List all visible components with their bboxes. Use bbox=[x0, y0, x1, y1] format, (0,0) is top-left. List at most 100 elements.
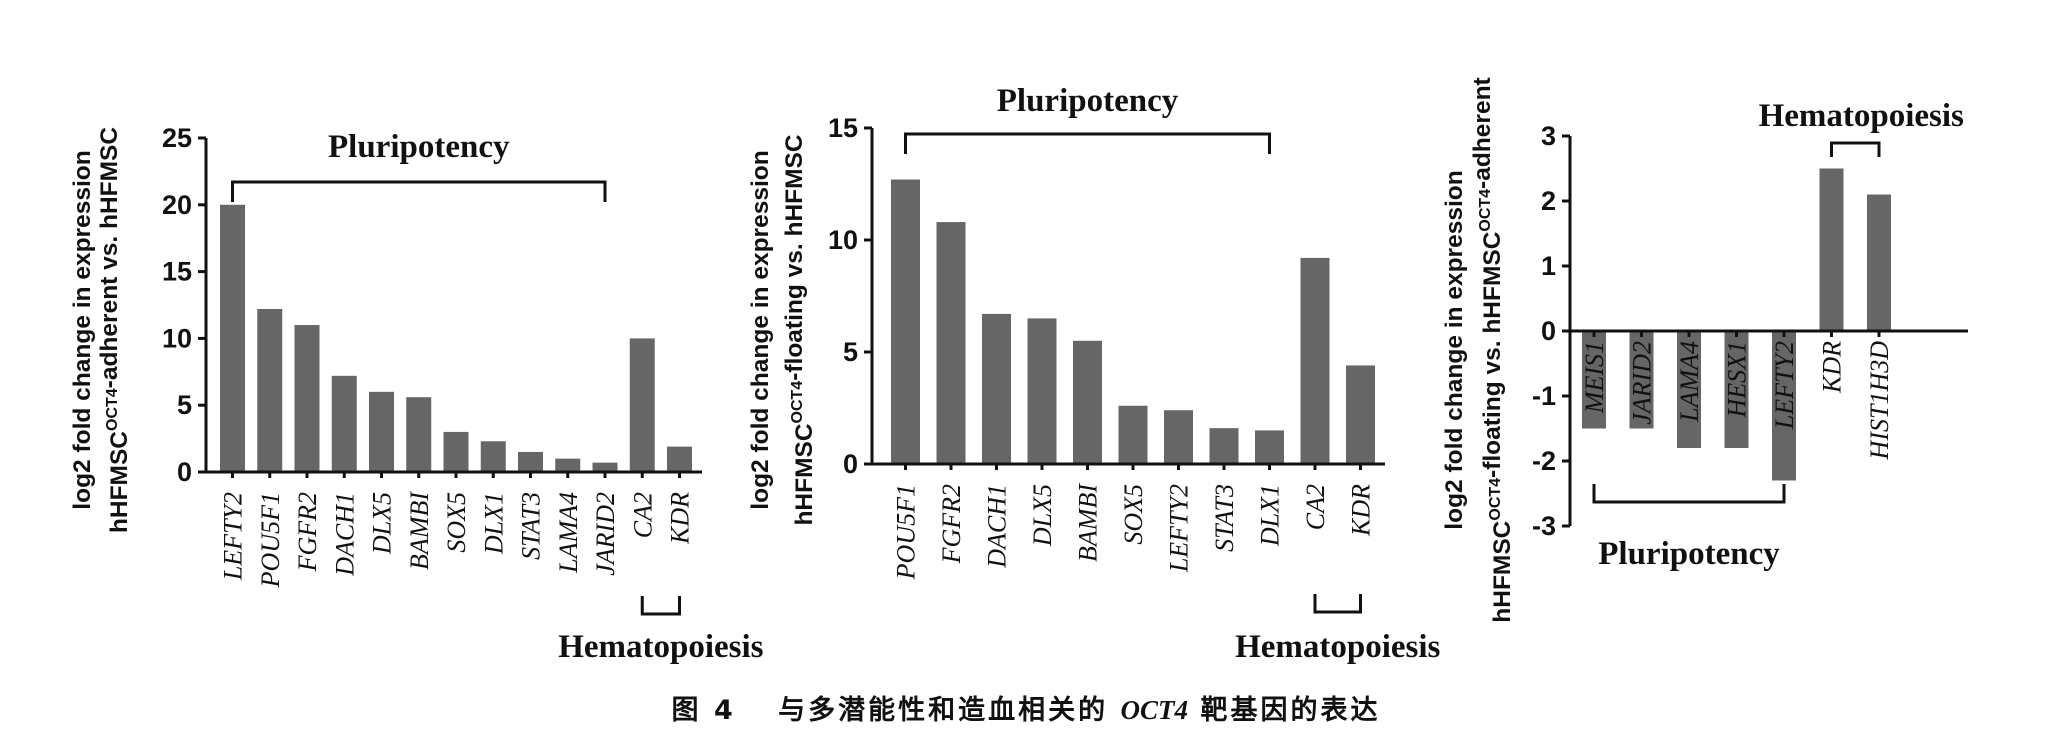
y-axis-title-part: -floating vs. hHFMSC bbox=[1479, 231, 1506, 478]
y-axis-title-line1: log2 fold change in expression bbox=[69, 150, 96, 509]
bar-HESX1 bbox=[1724, 331, 1749, 448]
category-label-STAT3: STAT3 bbox=[1210, 484, 1239, 552]
y-axis-title-line2: hHFMSCOCT4-floating vs. hHFMSCOCT4-adher… bbox=[1469, 77, 1516, 622]
y-tick-label: 1 bbox=[1541, 251, 1556, 281]
bar-POU5F1 bbox=[257, 309, 283, 472]
category-label-BAMBI: BAMBI bbox=[1074, 483, 1103, 562]
group-label-pluripotency: Pluripotency bbox=[997, 83, 1179, 119]
bar-STAT3 bbox=[1209, 428, 1239, 464]
caption-prefix: 图 4 bbox=[671, 695, 736, 726]
bar-CA2 bbox=[629, 338, 655, 472]
y-axis-title-superscript: OCT4 bbox=[104, 388, 121, 431]
y-axis-title-part: -floating vs. hHFMSC bbox=[781, 134, 808, 381]
category-label-POU5F1: POU5F1 bbox=[256, 492, 285, 588]
y-tick-label: 3 bbox=[1541, 121, 1556, 151]
bar-DLX5 bbox=[369, 391, 394, 472]
chart-panel-floating-vs-adherent: -3 -2 -1 0 1 2 3 MEIS1 JARID2 LAMA4 HESX1 LEFTY2 KDR… bbox=[1441, 77, 1968, 623]
y-tick-label: 15 bbox=[162, 257, 192, 287]
y-axis-title-superscript: OCT4 bbox=[1477, 189, 1494, 232]
y-tick-label: 0 bbox=[1541, 316, 1556, 346]
bar-KDR bbox=[1819, 168, 1844, 331]
category-label-KDR: KDR bbox=[1347, 484, 1376, 537]
bar-POU5F1 bbox=[891, 179, 920, 464]
y-tick-label: -2 bbox=[1532, 446, 1556, 476]
category-label-POU5F1: POU5F1 bbox=[892, 484, 921, 580]
group-bracket-hematopoiesis bbox=[1313, 594, 1362, 614]
category-label-BAMBI: BAMBI bbox=[405, 491, 434, 570]
category-label-LEFTY2: LEFTY2 bbox=[1165, 484, 1194, 573]
category-label-LEFTY2: LEFTY2 bbox=[219, 492, 248, 581]
y-tick-label: 15 bbox=[828, 113, 858, 143]
chart-panel-floating: 0 5 10 15 POU5F1 FGFR2 DACH1 DLX5 BAMBI SOX5 LEFTY… bbox=[747, 83, 1441, 665]
group-label-pluripotency: Pluripotency bbox=[1598, 536, 1780, 572]
bar-LAMA4 bbox=[1677, 331, 1701, 448]
bar-DACH1 bbox=[331, 375, 357, 472]
y-tick-label: 10 bbox=[828, 225, 858, 255]
caption-middle: 与多潜能性和造血相关的 bbox=[778, 695, 1109, 726]
y-tick-label: 0 bbox=[177, 457, 192, 487]
y-axis-title-part: -adherent bbox=[1469, 77, 1496, 189]
category-label-DLX1: DLX1 bbox=[1256, 484, 1285, 547]
group-label-hematopoiesis: Hematopoiesis bbox=[1759, 98, 1964, 134]
bar-LEFTY2 bbox=[220, 204, 245, 473]
bar-DACH1 bbox=[982, 313, 1011, 464]
bar-LEFTY2 bbox=[1164, 410, 1193, 464]
category-label-HESX1: HESX1 bbox=[1723, 341, 1752, 419]
group-label-hematopoiesis: Hematopoiesis bbox=[558, 629, 763, 665]
y-axis-title-part: hHFMSC bbox=[791, 423, 818, 525]
bar-KDR bbox=[667, 446, 692, 472]
bar-BAMBI bbox=[1073, 340, 1102, 464]
group-bracket-pluripotency bbox=[1592, 484, 1786, 504]
category-label-CA2: CA2 bbox=[628, 492, 657, 538]
y-axis-title-part: -adherent vs. hHFMSC bbox=[96, 127, 123, 389]
y-axis-title-superscript: OCT4 bbox=[789, 381, 806, 424]
bar-HIST1H3D bbox=[1867, 194, 1891, 331]
category-label-FGFR2: FGFR2 bbox=[293, 492, 322, 572]
bar-FGFR2 bbox=[294, 325, 320, 472]
category-label-CA2: CA2 bbox=[1301, 484, 1330, 530]
bar-LAMA4 bbox=[555, 458, 581, 472]
bar-JARID2 bbox=[1629, 331, 1654, 429]
y-tick-label: 5 bbox=[843, 337, 858, 367]
category-label-STAT3: STAT3 bbox=[517, 492, 546, 560]
bar-KDR bbox=[1346, 365, 1375, 464]
y-tick-label: 5 bbox=[177, 390, 192, 420]
category-label-LAMA4: LAMA4 bbox=[1675, 341, 1704, 423]
y-tick-label: 10 bbox=[162, 323, 192, 353]
y-tick-label: -3 bbox=[1532, 511, 1556, 541]
category-label-KDR: KDR bbox=[1818, 341, 1847, 394]
bar-CA2 bbox=[1300, 257, 1330, 464]
y-axis-title-superscript: OCT4 bbox=[1487, 478, 1504, 521]
bar-FGFR2 bbox=[936, 222, 966, 464]
category-label-KDR: KDR bbox=[666, 492, 695, 545]
bar-DLX1 bbox=[480, 441, 506, 472]
figure-caption: 图 4 与多潜能性和造血相关的 OCT4 靶基因的表达 bbox=[0, 688, 2052, 727]
y-tick-label: 2 bbox=[1541, 186, 1556, 216]
y-axis-title-part: hHFMSC bbox=[1489, 520, 1516, 622]
category-label-DACH1: DACH1 bbox=[330, 492, 359, 577]
category-label-SOX5: SOX5 bbox=[1119, 484, 1148, 545]
bar-JARID2 bbox=[592, 462, 618, 472]
y-tick-label: 20 bbox=[162, 190, 192, 220]
category-label-JARID2: JARID2 bbox=[1628, 341, 1657, 425]
category-label-HIST1H3D: HIST1H3D bbox=[1865, 341, 1894, 461]
y-tick-label: -1 bbox=[1532, 381, 1556, 411]
caption-suffix: 靶基因的表达 bbox=[1200, 695, 1381, 726]
bar-STAT3 bbox=[518, 451, 543, 472]
category-label-DLX5: DLX5 bbox=[368, 492, 397, 555]
group-bracket-pluripotency bbox=[904, 132, 1271, 154]
category-label-DACH1: DACH1 bbox=[983, 484, 1012, 569]
y-tick-label: 25 bbox=[162, 123, 192, 153]
category-label-FGFR2: FGFR2 bbox=[937, 484, 966, 564]
group-label-pluripotency: Pluripotency bbox=[328, 129, 510, 165]
y-axis-title-part: hHFMSC bbox=[106, 431, 133, 533]
group-label-hematopoiesis: Hematopoiesis bbox=[1235, 629, 1440, 665]
category-label-SOX5: SOX5 bbox=[442, 492, 471, 553]
group-bracket-hematopoiesis bbox=[640, 596, 681, 616]
group-bracket-hematopoiesis bbox=[1830, 141, 1881, 157]
group-bracket-pluripotency bbox=[231, 180, 607, 202]
bar-BAMBI bbox=[406, 397, 432, 472]
bar-LEFTY2 bbox=[1772, 331, 1796, 481]
category-label-LAMA4: LAMA4 bbox=[554, 492, 583, 574]
